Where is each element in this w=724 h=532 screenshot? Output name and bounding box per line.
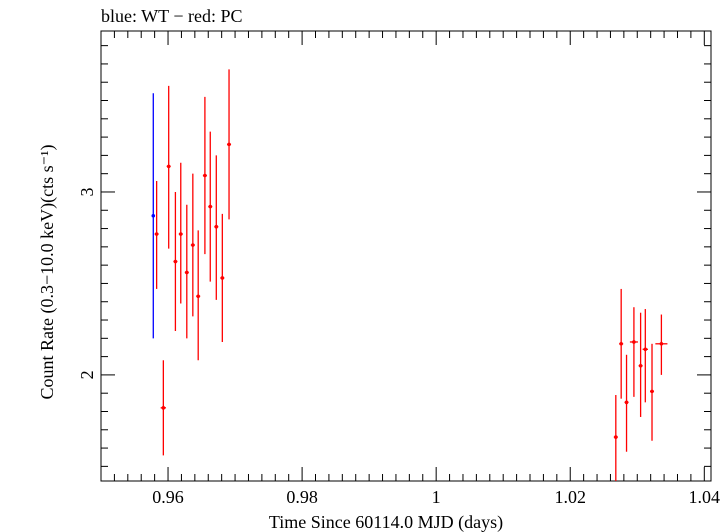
data-points: [151, 69, 668, 481]
x-tick-label: 1: [432, 487, 441, 507]
data-point: [655, 314, 668, 375]
data-point: [190, 173, 195, 317]
data-point: [613, 395, 618, 481]
data-point: [178, 162, 183, 304]
data-point: [196, 230, 201, 361]
point-marker: [220, 276, 225, 280]
data-point: [220, 213, 225, 342]
point-marker: [151, 213, 156, 218]
point-marker: [650, 389, 654, 394]
point-marker: [214, 224, 219, 229]
data-point: [214, 155, 219, 300]
point-marker: [161, 406, 166, 410]
data-point: [650, 343, 655, 441]
x-tick-label: 0.96: [152, 487, 184, 507]
data-point: [624, 354, 629, 452]
y-tick-label: 3: [77, 187, 97, 196]
data-point: [160, 360, 167, 456]
y-axis: 23: [77, 45, 711, 467]
data-point: [619, 288, 624, 399]
x-tick-label: 1.02: [554, 487, 586, 507]
point-marker: [178, 232, 183, 236]
data-point: [638, 312, 643, 417]
y-tick-label: 2: [77, 370, 97, 379]
data-point: [227, 69, 232, 220]
x-tick-label: 0.98: [286, 487, 318, 507]
data-point: [202, 96, 207, 255]
point-marker: [227, 142, 231, 147]
point-marker: [185, 270, 189, 275]
x-tick-label: 1.04: [689, 487, 721, 507]
point-marker: [154, 232, 159, 236]
point-marker: [638, 363, 643, 368]
point-marker: [619, 342, 623, 346]
data-point: [629, 307, 638, 397]
x-axis-label: Time Since 60114.0 MJD (days): [269, 512, 503, 532]
data-point: [151, 93, 156, 339]
point-marker: [614, 435, 618, 439]
point-marker: [659, 342, 664, 346]
point-marker: [166, 164, 171, 169]
chart-title: blue: WT − red: PC: [101, 6, 242, 26]
point-marker: [196, 294, 200, 299]
point-marker: [203, 173, 207, 178]
point-marker: [208, 204, 213, 209]
pc-series: [154, 69, 668, 481]
wt-series: [151, 93, 156, 339]
data-point: [642, 309, 648, 403]
point-marker: [643, 347, 648, 352]
data-point: [154, 181, 159, 289]
y-axis-label: Count Rate (0.3−10.0 keV)(cts s⁻¹): [37, 144, 58, 399]
x-axis: 0.96 0.98 1 1.02 1.04: [100, 31, 721, 507]
data-point: [173, 191, 178, 331]
data-point: [166, 85, 171, 249]
data-point: [184, 204, 189, 339]
point-marker: [173, 259, 178, 264]
point-marker: [191, 243, 195, 247]
point-marker: [632, 340, 636, 344]
plot-frame: [100, 30, 712, 482]
point-marker: [624, 400, 629, 405]
data-point: [208, 131, 213, 282]
